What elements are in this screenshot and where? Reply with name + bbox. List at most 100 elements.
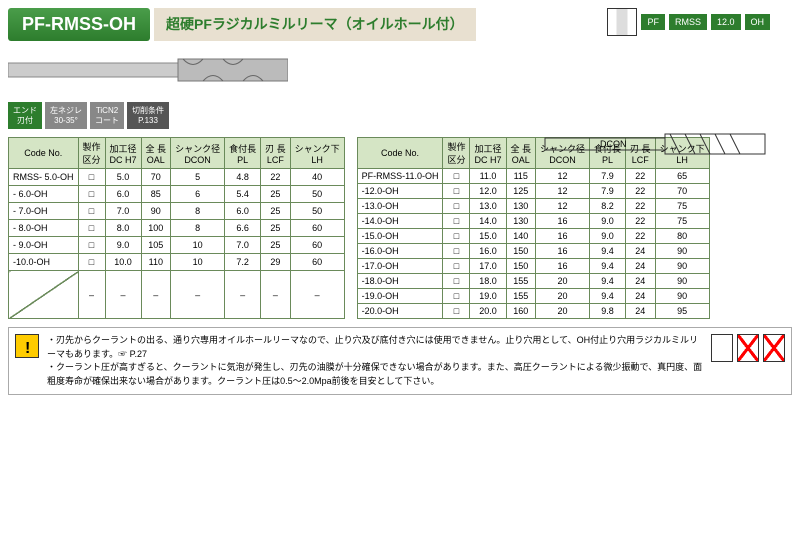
cell-lh: 95 [655,304,709,319]
th-code: Code No. [357,138,443,169]
cell-code: -17.0-OH [357,259,443,274]
cell-lh: 90 [655,259,709,274]
cell-oal: 130 [506,199,536,214]
cell-dc: 18.0 [470,274,506,289]
svg-text:DCON: DCON [600,139,627,149]
cell-code: -20.0-OH [357,304,443,319]
cell-pl: 6.0 [225,203,261,220]
table-row: -19.0-OH□19.0155209.42490 [357,289,709,304]
cell-seisaku: □ [443,289,470,304]
cell-code: PF-RMSS-11.0-OH [357,169,443,184]
cell-dc: 10.0 [105,254,141,271]
th-lh: シャンク下LH [290,138,344,169]
cell-code: -16.0-OH [357,244,443,259]
cell-oal: 130 [506,214,536,229]
cell-pl: 7.2 [225,254,261,271]
cell-dc: 6.0 [105,186,141,203]
cell-seisaku: □ [78,237,105,254]
cell-seisaku: □ [78,186,105,203]
cell-dc: 15.0 [470,229,506,244]
cell-seisaku: □ [443,169,470,184]
cell-dcon: 6 [171,186,225,203]
cell-lh: 90 [655,289,709,304]
cell-dcon: 16 [536,229,590,244]
cell-dc: 20.0 [470,304,506,319]
cell-code: - 8.0-OH [9,220,79,237]
cell-pl: 9.0 [590,214,626,229]
cell-pl: 9.4 [590,289,626,304]
th-seisaku: 製作区分 [443,138,470,169]
cell-dcon: 8 [171,203,225,220]
cell-code: -19.0-OH [357,289,443,304]
spec-oh: OH [745,14,771,30]
th-pl: 食付長PL [225,138,261,169]
cell-seisaku: □ [443,274,470,289]
cell-pl: 9.8 [590,304,626,319]
cell-lcf: 22 [626,199,656,214]
cell-dcon: 16 [536,259,590,274]
cell-lcf: 22 [626,184,656,199]
cell-dc: 19.0 [470,289,506,304]
badge: TiCN2コート [90,102,124,129]
cell-dcon: 20 [536,289,590,304]
cell-lcf: 22 [626,229,656,244]
cell-code: RMSS- 5.0-OH [9,169,79,186]
cell-dc: 7.0 [105,203,141,220]
cell-code: - 9.0-OH [9,237,79,254]
table-row: - 7.0-OH□7.09086.02550 [9,203,345,220]
cell-dcon: 16 [536,244,590,259]
cell-dcon: 16 [536,214,590,229]
cell-code: -13.0-OH [357,199,443,214]
cell-lcf: 24 [626,289,656,304]
cell-lcf: 24 [626,244,656,259]
cell-oal: 160 [506,304,536,319]
cell-seisaku: □ [78,254,105,271]
cell-lcf: 25 [261,237,291,254]
table-row: -13.0-OH□13.0130128.22275 [357,199,709,214]
spec-table-1: Code No.製作区分加工径DC H7全 長OALシャンク径DCON食付長PL… [8,137,345,319]
th-dc: 加工径DC H7 [105,138,141,169]
cell-code: -10.0-OH [9,254,79,271]
spec-rmss: RMSS [669,14,707,30]
table-row: -20.0-OH□20.0160209.82495 [357,304,709,319]
badge: 左ネジレ30-35° [45,102,87,129]
table-row: -16.0-OH□16.0150169.42490 [357,244,709,259]
cell-lcf: 25 [261,203,291,220]
cell-dcon: 12 [536,184,590,199]
cell-oal: 70 [141,169,171,186]
cell-dcon: 5 [171,169,225,186]
ng-icon-1 [737,334,759,362]
cell-dcon: 10 [171,237,225,254]
cell-pl: 7.0 [225,237,261,254]
cell-pl: 9.4 [590,259,626,274]
cell-lh: 75 [655,199,709,214]
cell-lh: 75 [655,214,709,229]
cell-seisaku: □ [78,169,105,186]
cell-lh: 50 [290,186,344,203]
cell-pl: 9.0 [590,229,626,244]
cell-seisaku: □ [443,184,470,199]
table-row: -12.0-OH□12.0125127.92270 [357,184,709,199]
cell-lh: 70 [655,184,709,199]
cell-lh: 60 [290,220,344,237]
cell-pl: 5.4 [225,186,261,203]
cell-dc: 13.0 [470,199,506,214]
usage-icons [711,334,785,388]
table-row: RMSS- 5.0-OH□5.07054.82240 [9,169,345,186]
th-oal: 全 長OAL [141,138,171,169]
cell-code: - 7.0-OH [9,203,79,220]
cell-lcf: 24 [626,259,656,274]
empty-row: ––––––– [9,271,345,319]
cell-code: - 6.0-OH [9,186,79,203]
cell-seisaku: □ [78,220,105,237]
spec-pf: PF [641,14,665,30]
cell-oal: 155 [506,289,536,304]
cell-dc: 16.0 [470,244,506,259]
cell-seisaku: □ [443,304,470,319]
th-dc: 加工径DC H7 [470,138,506,169]
caution-box: ・刃先からクーラントの出る、通り穴専用オイルホールリーマなので、止り穴及び底付き… [8,327,792,395]
warning-icon [15,334,39,358]
table-row: -17.0-OH□17.0150169.42490 [357,259,709,274]
spec-size: 12.0 [711,14,741,30]
cell-seisaku: □ [443,244,470,259]
